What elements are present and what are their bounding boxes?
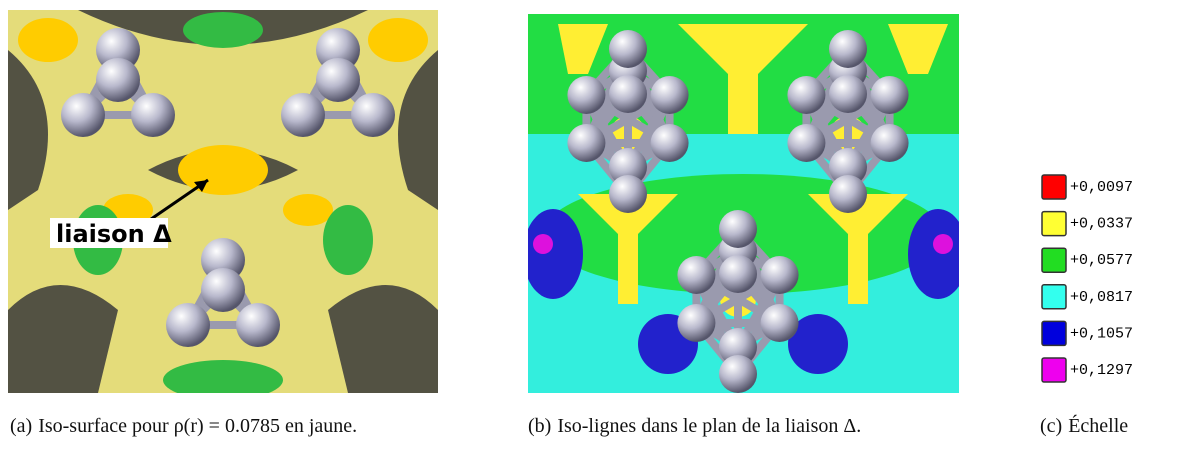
- atom: [609, 30, 647, 68]
- atom: [96, 58, 140, 102]
- atom: [829, 30, 867, 68]
- atom: [131, 93, 175, 137]
- atom: [650, 124, 689, 162]
- scale-swatch: [1041, 210, 1067, 237]
- atom: [61, 93, 105, 137]
- scale-swatch: [1041, 247, 1067, 273]
- atom: [201, 268, 245, 312]
- atom: [609, 75, 647, 113]
- atom: [677, 256, 716, 294]
- atom: [281, 93, 325, 137]
- atom: [760, 304, 799, 342]
- caption-label: (a): [10, 415, 33, 437]
- atom: [316, 58, 360, 102]
- atom: [567, 124, 606, 162]
- atom: [829, 148, 867, 186]
- caption-a: (a) Iso-surface pour ρ(r) = 0.0785 en jau…: [10, 412, 440, 440]
- scale-label: +0,0817: [1070, 289, 1133, 306]
- annotation: liaison Δ: [56, 220, 172, 248]
- atom: [829, 175, 867, 213]
- caption-label: (b): [528, 415, 552, 437]
- atom: [870, 76, 909, 114]
- isolines-image: [528, 14, 959, 393]
- atom: [787, 124, 826, 162]
- atom: [609, 148, 647, 186]
- isosurface-image: liaison Δ: [8, 10, 438, 393]
- scale-swatch: [1041, 320, 1067, 347]
- atom: [760, 256, 799, 294]
- scale-swatch: [1041, 357, 1067, 383]
- scale-label: +0,0097: [1070, 179, 1133, 196]
- atom: [870, 124, 909, 162]
- atom: [719, 210, 757, 248]
- scale-legend: +0,0097 +0,0337 +0,0577 +0,0817 +0,1057 +0,12…: [1041, 174, 1133, 383]
- scale-swatch: [1041, 284, 1067, 310]
- atom: [677, 304, 716, 342]
- caption-b: (b) Iso-lignes dans le plan de la liaison…: [528, 412, 958, 440]
- scale-label: +0,1057: [1070, 325, 1133, 342]
- atom: [351, 93, 395, 137]
- caption-text: Iso-surface pour ρ(r) = 0.0785 en jaune.: [38, 415, 358, 437]
- scale-label: +0,0577: [1070, 252, 1133, 269]
- atom: [787, 76, 826, 114]
- scale-swatch: [1041, 174, 1067, 200]
- atom: [719, 255, 757, 293]
- caption-text: Échelle: [1068, 415, 1129, 437]
- caption-label: (c): [1040, 415, 1063, 437]
- caption-c: (c) Échelle: [1040, 412, 1190, 440]
- atom: [567, 76, 606, 114]
- atom: [609, 175, 647, 213]
- scale-label: +0,0337: [1070, 216, 1133, 233]
- atom: [650, 76, 689, 114]
- atom: [719, 328, 757, 366]
- scale-label: +0,1297: [1070, 362, 1133, 379]
- atom: [829, 75, 867, 113]
- atom: [166, 303, 210, 347]
- atom: [236, 303, 280, 347]
- atom: [719, 355, 757, 393]
- caption-text: Iso-lignes dans le plan de la liaison Δ.: [557, 415, 862, 437]
